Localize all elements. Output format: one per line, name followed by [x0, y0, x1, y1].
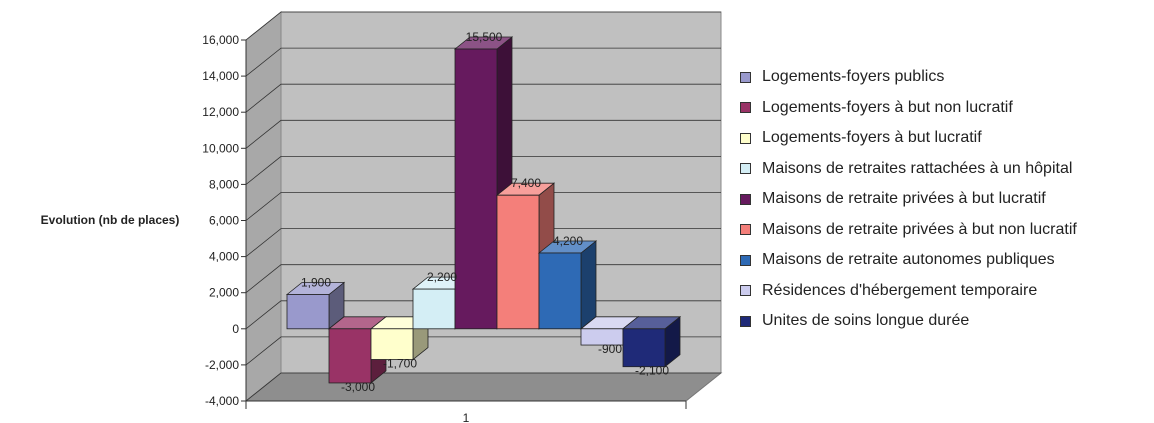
bar	[285, 281, 346, 330]
y-tick-label: 12,000	[202, 105, 239, 119]
legend-label: Unites de soins longue durée	[762, 312, 970, 330]
legend-swatch	[740, 71, 751, 83]
legend-swatch	[740, 285, 751, 297]
y-tick-label: 8,000	[209, 177, 239, 191]
bar-front	[622, 328, 666, 368]
legend-item: Maisons de retraite autonomes publiques	[740, 245, 1077, 276]
data-label: -1,700	[383, 356, 417, 370]
gridline	[245, 336, 721, 366]
legend-item: Logements-foyers à but non lucratif	[740, 93, 1077, 124]
bar-front	[496, 194, 540, 330]
legend-label: Résidences d'hébergement temporaire	[762, 281, 1038, 299]
legend-item: Logements-foyers publics	[740, 62, 1077, 93]
legend-item: Maisons de retraite privées à but non lu…	[740, 215, 1077, 246]
legend-swatch	[740, 102, 751, 114]
gridline	[245, 372, 721, 402]
legend-label: Maisons de retraite privées à but lucrat…	[762, 190, 1046, 208]
legend-swatch	[740, 163, 751, 175]
legend-label: Logements-foyers à but lucratif	[762, 129, 982, 147]
gridline	[245, 192, 721, 221]
data-label: 1,900	[301, 276, 331, 290]
legend-label: Maisons de retraites rattachées à un hôp…	[762, 159, 1073, 177]
data-label: 15,500	[466, 30, 503, 44]
y-tick-label: 2,000	[209, 286, 239, 300]
legend-label: Maisons de retraite autonomes publiques	[762, 251, 1055, 269]
bar-front	[328, 328, 372, 384]
bar	[621, 315, 682, 368]
legend-item: Unites de soins longue durée	[740, 306, 1077, 337]
legend-label: Logements-foyers à but non lucratif	[762, 98, 1013, 116]
y-axis-label: Evolution (nb de places)	[41, 213, 180, 227]
gridline	[245, 155, 721, 185]
data-label: 4,200	[553, 234, 583, 248]
data-label: -3,000	[341, 380, 375, 394]
gridlines	[245, 11, 721, 402]
legend-swatch	[740, 193, 751, 205]
gridline	[245, 83, 721, 113]
data-labels: 1,900 -3,000 -1,700 2,200 15,500 7,400 4,200 -9…	[301, 30, 669, 394]
y-tick-label: 4,000	[209, 250, 239, 264]
gridline	[245, 11, 721, 41]
y-tick-label: 6,000	[209, 214, 239, 228]
gridline	[245, 228, 721, 257]
legend-swatch	[740, 132, 751, 144]
bar-front	[286, 294, 330, 330]
y-tick-label: 10,000	[202, 141, 239, 155]
legend-swatch	[740, 254, 751, 266]
legend-item: Résidences d'hébergement temporaire	[740, 276, 1077, 307]
bar-front	[370, 328, 414, 360]
y-tick-label: -2,000	[205, 358, 239, 372]
bar-front	[538, 252, 582, 330]
gridline	[245, 119, 721, 149]
y-tick-label: 0	[232, 322, 239, 336]
legend-item: Logements-foyers à but lucratif	[740, 123, 1077, 154]
y-tick-label: -4,000	[205, 394, 239, 408]
axes: -4,000 -2,000 0 2,000 4,000 6,000 8,000 10,000 1…	[202, 33, 687, 409]
data-label: -900	[598, 342, 622, 356]
legend-label: Logements-foyers publics	[762, 68, 945, 86]
gridline	[245, 47, 721, 77]
legend-swatch	[740, 224, 751, 236]
data-label: 7,400	[511, 176, 541, 190]
bar	[537, 240, 598, 330]
legend-label: Maisons de retraite privées à but non lu…	[762, 220, 1077, 238]
legend-item: Maisons de retraites rattachées à un hôp…	[740, 154, 1077, 185]
data-label: 2,200	[427, 270, 457, 284]
y-tick-label: 16,000	[202, 33, 239, 47]
legend-swatch	[740, 315, 751, 327]
x-tick-label: 1	[463, 411, 470, 423]
bar-side	[580, 240, 597, 330]
y-tick-label: 14,000	[202, 69, 239, 83]
legend-item: Maisons de retraite privées à but lucrat…	[740, 184, 1077, 215]
bars	[285, 36, 682, 384]
data-label: -2,100	[635, 364, 669, 378]
legend: Logements-foyers publics Logements-foyers…	[740, 62, 1077, 337]
bar-front	[454, 48, 498, 330]
bar-front	[412, 288, 456, 330]
